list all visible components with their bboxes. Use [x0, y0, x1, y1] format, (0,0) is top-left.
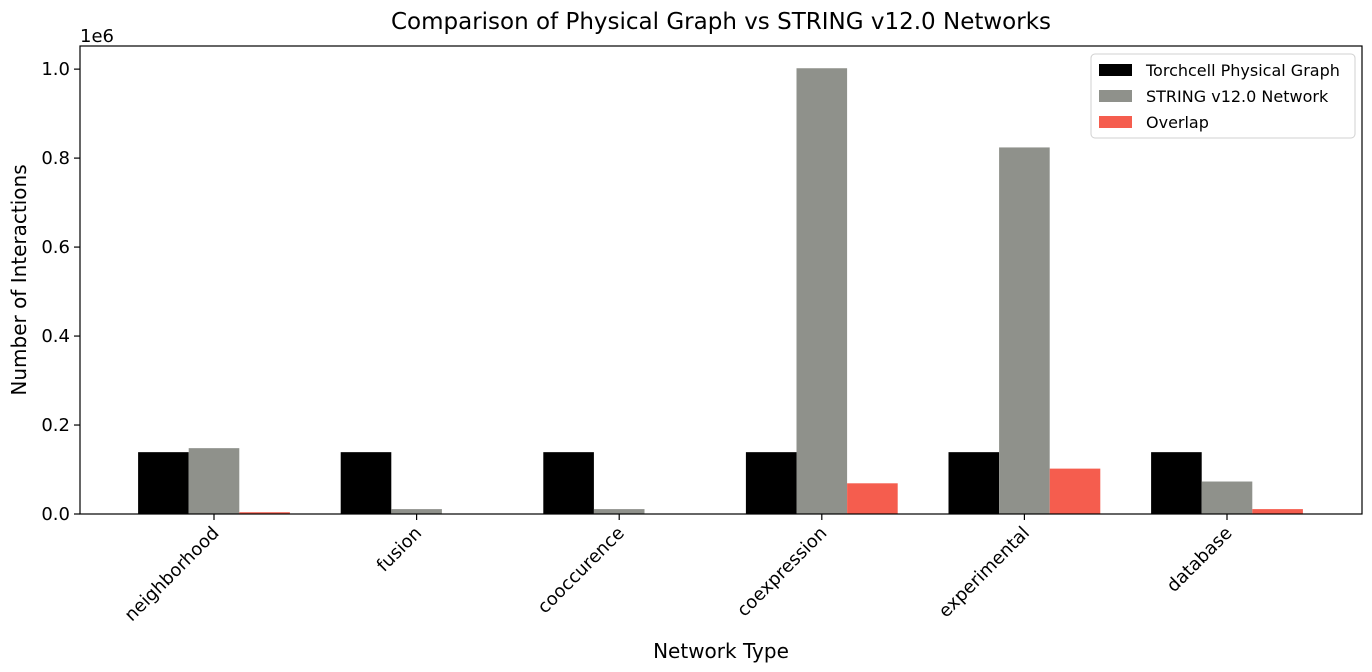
- y-tick-label: 0.4: [41, 326, 70, 347]
- legend-swatch: [1099, 64, 1132, 76]
- y-tick-label: 0.8: [41, 148, 70, 169]
- bar-group: [138, 68, 1303, 515]
- y-axis-offset-label: 1e6: [80, 26, 114, 47]
- legend-label: Overlap: [1146, 113, 1209, 132]
- x-tick-label-coexpression: coexpression: [733, 523, 831, 621]
- y-tick-label: 1.0: [41, 59, 70, 80]
- bar-string-v12-0-network-database: [1201, 481, 1253, 514]
- y-tick-label: 0.6: [41, 237, 70, 258]
- y-tick-label: 0.0: [41, 504, 70, 525]
- bar-torchcell-physical-graph-database: [1151, 452, 1202, 514]
- bar-torchcell-physical-graph-cooccurence: [543, 452, 594, 514]
- bar-torchcell-physical-graph-fusion: [340, 452, 392, 514]
- legend-swatch: [1099, 90, 1132, 102]
- bar-overlap-coexpression: [847, 483, 898, 514]
- plot-frame: [79, 45, 1363, 515]
- legend-label: STRING v12.0 Network: [1146, 87, 1329, 106]
- bar-overlap-database: [1252, 509, 1303, 514]
- y-axis: 0.0 0.2 0.4 0.6 0.8 1.0: [41, 59, 80, 525]
- bar-string-v12-0-network-fusion: [391, 509, 442, 514]
- bar-overlap-neighborhood: [239, 512, 290, 514]
- legend: Torchcell Physical Graph STRING v12.0 Net…: [1090, 53, 1356, 139]
- x-tick-label-neighborhood: neighborhood: [121, 523, 224, 626]
- bar-string-v12-0-network-neighborhood: [188, 448, 240, 514]
- x-axis: neighborhood fusion cooccurence coexpressio…: [121, 514, 1237, 626]
- legend-label: Torchcell Physical Graph: [1145, 61, 1340, 80]
- x-tick-label-fusion: fusion: [373, 523, 426, 576]
- bar-overlap-experimental: [1049, 468, 1101, 514]
- x-tick-label-experimental: experimental: [935, 523, 1034, 622]
- bar-string-v12-0-network-coexpression: [796, 68, 848, 515]
- bar-string-v12-0-network-cooccurence: [593, 509, 645, 514]
- chart-title: Comparison of Physical Graph vs STRING v…: [391, 9, 1051, 35]
- bar-torchcell-physical-graph-experimental: [948, 452, 1000, 514]
- x-tick-label-database: database: [1163, 523, 1237, 597]
- bar-string-v12-0-network-experimental: [999, 147, 1050, 514]
- y-tick-label: 0.2: [41, 415, 70, 436]
- bar-torchcell-physical-graph-neighborhood: [138, 452, 189, 514]
- x-axis-title: Network Type: [653, 639, 789, 663]
- legend-box: [1090, 53, 1356, 139]
- y-axis-title: Number of Interactions: [7, 164, 31, 395]
- legend-swatch: [1099, 116, 1132, 128]
- bar-torchcell-physical-graph-coexpression: [745, 452, 797, 514]
- x-tick-label-cooccurence: cooccurence: [534, 523, 629, 618]
